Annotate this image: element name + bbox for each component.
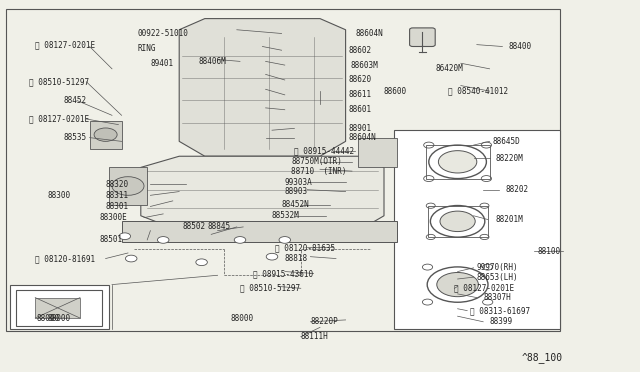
Text: 88100: 88100	[538, 247, 561, 256]
Text: 88000: 88000	[36, 314, 60, 323]
Text: 88300: 88300	[48, 191, 71, 200]
Text: 88301: 88301	[106, 202, 129, 211]
Text: 88202: 88202	[506, 185, 529, 194]
Text: 88311: 88311	[106, 191, 129, 200]
Circle shape	[426, 203, 435, 208]
Text: Ⓢ 08540-41012: Ⓢ 08540-41012	[448, 87, 508, 96]
Bar	[90, 121, 122, 149]
Text: 88601: 88601	[349, 105, 372, 114]
Ellipse shape	[438, 151, 477, 173]
Text: 88901: 88901	[349, 124, 372, 133]
Text: 88603M: 88603M	[351, 61, 378, 70]
Bar	[122, 221, 397, 242]
Text: Ⓑ 08120-81635: Ⓑ 08120-81635	[275, 243, 335, 252]
Text: 88845: 88845	[208, 222, 231, 231]
Text: 88399: 88399	[490, 317, 513, 326]
Circle shape	[266, 253, 278, 260]
Circle shape	[125, 255, 137, 262]
Text: 88307H: 88307H	[483, 293, 511, 302]
Circle shape	[422, 264, 433, 270]
Text: Ⓥ 08915-43610: Ⓥ 08915-43610	[253, 269, 313, 278]
Circle shape	[422, 299, 433, 305]
Ellipse shape	[440, 211, 475, 231]
Text: 88750M(OTR): 88750M(OTR)	[291, 157, 342, 166]
FancyBboxPatch shape	[410, 28, 435, 46]
Text: Ⓑ 08127-0201E: Ⓑ 08127-0201E	[29, 115, 89, 124]
Circle shape	[279, 237, 291, 243]
Text: Ⓑ 08120-81691: Ⓑ 08120-81691	[35, 254, 95, 263]
Text: 88620: 88620	[349, 76, 372, 84]
Text: Ⓢ 08313-61697: Ⓢ 08313-61697	[470, 306, 531, 315]
Circle shape	[157, 237, 169, 243]
Text: 88600: 88600	[384, 87, 407, 96]
Circle shape	[112, 177, 144, 195]
Text: 88111H: 88111H	[301, 332, 328, 341]
Circle shape	[480, 203, 489, 208]
Circle shape	[483, 299, 493, 305]
Bar	[394, 130, 560, 329]
Text: 88400: 88400	[509, 42, 532, 51]
Text: ^88_100: ^88_100	[522, 352, 563, 363]
Text: 88201M: 88201M	[496, 215, 524, 224]
Bar	[16, 290, 102, 326]
Text: Ⓦ 08915-44442: Ⓦ 08915-44442	[294, 146, 355, 155]
Text: 00922-51010: 00922-51010	[138, 29, 188, 38]
Text: 88602: 88602	[349, 46, 372, 55]
Text: 86420M: 86420M	[435, 64, 463, 73]
Bar	[6, 9, 560, 331]
Circle shape	[481, 142, 492, 148]
Text: 88903: 88903	[285, 187, 308, 196]
Circle shape	[481, 176, 492, 182]
Text: 88532M: 88532M	[272, 211, 300, 220]
Bar	[109, 167, 147, 205]
Ellipse shape	[436, 272, 479, 297]
Circle shape	[424, 176, 434, 182]
Bar	[358, 138, 397, 167]
Text: 88000: 88000	[48, 314, 71, 323]
Text: 89401: 89401	[150, 59, 173, 68]
Text: 88406M: 88406M	[198, 57, 226, 66]
Text: 88452N: 88452N	[282, 200, 309, 209]
Text: 88452: 88452	[64, 96, 87, 105]
Circle shape	[119, 233, 131, 240]
Text: 88818: 88818	[285, 254, 308, 263]
Text: 88611: 88611	[349, 90, 372, 99]
Text: 88535: 88535	[64, 133, 87, 142]
Bar	[10, 285, 109, 329]
Text: 99970(RH): 99970(RH)	[477, 263, 518, 272]
Text: 88501: 88501	[99, 235, 122, 244]
Text: 88320: 88320	[106, 180, 129, 189]
Polygon shape	[179, 19, 346, 156]
Text: 88000: 88000	[230, 314, 253, 323]
Text: Ⓢ 08510-51297: Ⓢ 08510-51297	[29, 77, 89, 86]
Circle shape	[94, 128, 117, 141]
Text: 88502: 88502	[182, 222, 205, 231]
Circle shape	[426, 234, 435, 240]
Text: Ⓑ 08127-0201E: Ⓑ 08127-0201E	[35, 40, 95, 49]
Text: 88300E: 88300E	[99, 213, 127, 222]
Text: RING: RING	[138, 44, 156, 53]
Circle shape	[480, 234, 489, 240]
Text: Ⓢ 08510-51297: Ⓢ 08510-51297	[240, 284, 300, 293]
Circle shape	[483, 264, 493, 270]
Text: Ⓑ 08127-0201E: Ⓑ 08127-0201E	[454, 284, 515, 293]
Text: 88653(LH): 88653(LH)	[477, 273, 518, 282]
Text: 88220M: 88220M	[496, 154, 524, 163]
Text: 88604N: 88604N	[349, 133, 376, 142]
Polygon shape	[141, 156, 384, 231]
Text: 88220P: 88220P	[310, 317, 338, 326]
Text: 88604N: 88604N	[355, 29, 383, 38]
Circle shape	[196, 259, 207, 266]
Text: 88710  (INR): 88710 (INR)	[291, 167, 347, 176]
Bar	[428, 206, 488, 237]
Circle shape	[234, 237, 246, 243]
Bar	[426, 145, 490, 179]
Circle shape	[424, 142, 434, 148]
Bar	[35, 298, 80, 318]
Text: 99303A: 99303A	[285, 178, 312, 187]
Text: 88645D: 88645D	[493, 137, 520, 146]
